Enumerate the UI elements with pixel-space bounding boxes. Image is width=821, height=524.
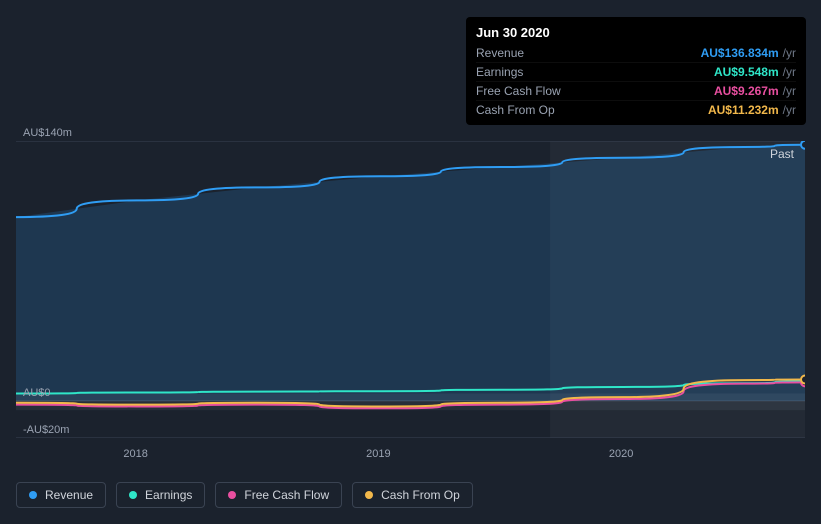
legend-item-label: Cash From Op [381,488,460,502]
tooltip-row-label: Revenue [476,46,524,60]
legend-item[interactable]: Free Cash Flow [215,482,342,508]
tooltip-row-label: Earnings [476,65,523,79]
legend-item-label: Earnings [145,488,192,502]
chart-tooltip: Jun 30 2020 Revenue AU$136.834m /yr Earn… [466,17,806,125]
tooltip-row-value-wrap: AU$136.834m /yr [701,46,796,60]
x-axis-tick-label: 2019 [366,448,390,460]
y-axis-tick-label: AU$0 [23,387,51,399]
tooltip-row-unit: /yr [783,84,796,98]
tooltip-row-value: AU$11.232m [708,103,779,117]
tooltip-row: Earnings AU$9.548m /yr [476,62,796,81]
x-axis-tick-label: 2020 [609,448,633,460]
tooltip-row-label: Free Cash Flow [476,84,561,98]
legend-item[interactable]: Revenue [16,482,106,508]
tooltip-row-value: AU$9.548m [714,65,779,79]
x-axis-tick-label: 2018 [123,448,147,460]
past-label: Past [770,147,794,161]
legend-dot-icon [228,491,236,499]
legend-dot-icon [29,491,37,499]
tooltip-row-value-wrap: AU$11.232m /yr [708,103,796,117]
legend-dot-icon [129,491,137,499]
legend-item-label: Free Cash Flow [244,488,329,502]
y-axis-tick-label: AU$140m [23,127,72,139]
tooltip-date: Jun 30 2020 [476,25,796,40]
tooltip-row-value: AU$9.267m [714,84,779,98]
y-axis-tick-label: -AU$20m [23,424,69,436]
legend-item-label: Revenue [45,488,93,502]
tooltip-row-unit: /yr [783,65,796,79]
tooltip-row-value-wrap: AU$9.267m /yr [714,84,796,98]
legend-item[interactable]: Earnings [116,482,205,508]
plot-area[interactable] [16,141,805,438]
tooltip-row-unit: /yr [783,46,796,60]
tooltip-row: Revenue AU$136.834m /yr [476,44,796,62]
financial-chart: AU$140m AU$0 -AU$20m 2018 2019 2020 Past Jun… [0,0,821,524]
tooltip-row: Free Cash Flow AU$9.267m /yr [476,81,796,100]
legend-dot-icon [365,491,373,499]
tooltip-row-value-wrap: AU$9.548m /yr [714,65,796,79]
tooltip-row-unit: /yr [783,103,796,117]
tooltip-row-label: Cash From Op [476,103,555,117]
tooltip-row-value: AU$136.834m [701,46,779,60]
tooltip-row: Cash From Op AU$11.232m /yr [476,100,796,119]
legend-item[interactable]: Cash From Op [352,482,473,508]
chart-legend: Revenue Earnings Free Cash Flow Cash From O… [16,482,473,508]
